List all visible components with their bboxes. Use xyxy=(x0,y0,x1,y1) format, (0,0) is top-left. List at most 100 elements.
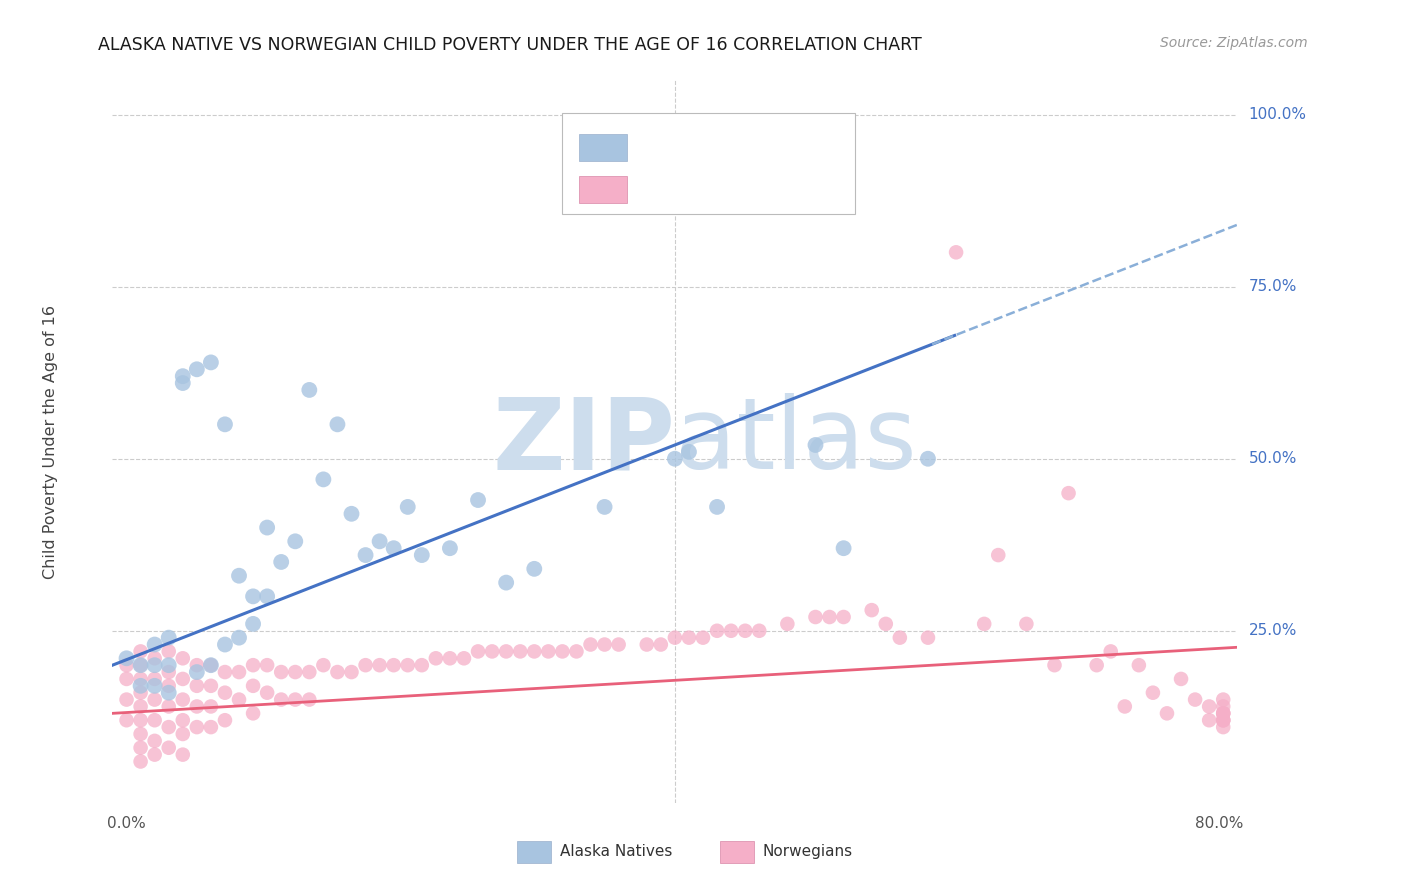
Text: 75.0%: 75.0% xyxy=(1249,279,1296,294)
Point xyxy=(579,638,602,652)
Point xyxy=(143,692,166,706)
Point xyxy=(467,493,489,508)
Point xyxy=(129,727,152,741)
Point xyxy=(1015,616,1038,631)
Point xyxy=(186,665,208,679)
Point xyxy=(129,740,152,755)
Point xyxy=(200,658,222,673)
Point xyxy=(664,631,686,645)
Point xyxy=(129,658,152,673)
Point xyxy=(129,686,152,700)
Point xyxy=(692,631,714,645)
Point xyxy=(396,500,419,514)
Text: 25.0%: 25.0% xyxy=(1249,624,1296,639)
Text: 119: 119 xyxy=(796,178,831,196)
Point xyxy=(242,679,264,693)
Point xyxy=(706,624,728,638)
Text: Norwegians: Norwegians xyxy=(762,845,853,859)
Point xyxy=(340,665,363,679)
Point xyxy=(172,747,194,762)
Point xyxy=(537,644,560,658)
Point xyxy=(551,644,574,658)
Point xyxy=(425,651,447,665)
Text: N =: N = xyxy=(751,178,789,196)
Point xyxy=(157,665,180,679)
Point xyxy=(143,658,166,673)
Point xyxy=(186,720,208,734)
Point xyxy=(129,755,152,769)
Point xyxy=(875,616,897,631)
Point xyxy=(678,445,700,459)
Point xyxy=(157,644,180,658)
Point xyxy=(1212,713,1234,727)
Point xyxy=(396,658,419,673)
Point xyxy=(1212,713,1234,727)
Point xyxy=(593,638,616,652)
Point xyxy=(143,679,166,693)
Text: 50.0%: 50.0% xyxy=(1249,451,1296,467)
Text: 0.0%: 0.0% xyxy=(107,816,146,830)
Point xyxy=(312,658,335,673)
Point xyxy=(1142,686,1164,700)
Point xyxy=(1085,658,1108,673)
Point xyxy=(1128,658,1150,673)
Point xyxy=(298,665,321,679)
Point xyxy=(256,658,278,673)
Point xyxy=(987,548,1010,562)
Point xyxy=(115,658,138,673)
Point xyxy=(1114,699,1136,714)
Point xyxy=(312,472,335,486)
Point xyxy=(143,747,166,762)
Point xyxy=(523,562,546,576)
Point xyxy=(1212,699,1234,714)
Point xyxy=(214,713,236,727)
Point xyxy=(228,568,250,582)
Point xyxy=(1212,706,1234,721)
Point xyxy=(439,541,461,556)
Point xyxy=(326,665,349,679)
Point xyxy=(270,555,292,569)
Point xyxy=(382,658,405,673)
Point xyxy=(157,686,180,700)
Point xyxy=(1156,706,1178,721)
Point xyxy=(172,727,194,741)
Point xyxy=(973,616,995,631)
FancyBboxPatch shape xyxy=(720,841,754,863)
Point xyxy=(832,541,855,556)
Point xyxy=(298,383,321,397)
Point xyxy=(607,638,630,652)
Point xyxy=(143,734,166,748)
Point xyxy=(228,692,250,706)
Point xyxy=(200,720,222,734)
Point xyxy=(172,713,194,727)
Point xyxy=(172,672,194,686)
Point xyxy=(1198,699,1220,714)
Point xyxy=(186,362,208,376)
Point xyxy=(157,740,180,755)
Point xyxy=(214,686,236,700)
Point xyxy=(593,500,616,514)
Point xyxy=(143,713,166,727)
Point xyxy=(157,631,180,645)
FancyBboxPatch shape xyxy=(579,134,627,161)
Point xyxy=(214,417,236,432)
Point xyxy=(650,638,672,652)
Point xyxy=(143,638,166,652)
Point xyxy=(172,692,194,706)
Point xyxy=(200,699,222,714)
Text: 0.447: 0.447 xyxy=(682,136,734,154)
Text: N =: N = xyxy=(751,136,789,154)
Point xyxy=(115,692,138,706)
Point xyxy=(214,665,236,679)
Point xyxy=(411,548,433,562)
Point xyxy=(129,644,152,658)
Point xyxy=(256,590,278,604)
Point xyxy=(439,651,461,665)
Point xyxy=(706,500,728,514)
Point xyxy=(200,355,222,369)
Point xyxy=(1099,644,1122,658)
Point xyxy=(129,713,152,727)
Point xyxy=(1212,692,1234,706)
Text: R =: R = xyxy=(638,178,675,196)
Point xyxy=(284,665,307,679)
